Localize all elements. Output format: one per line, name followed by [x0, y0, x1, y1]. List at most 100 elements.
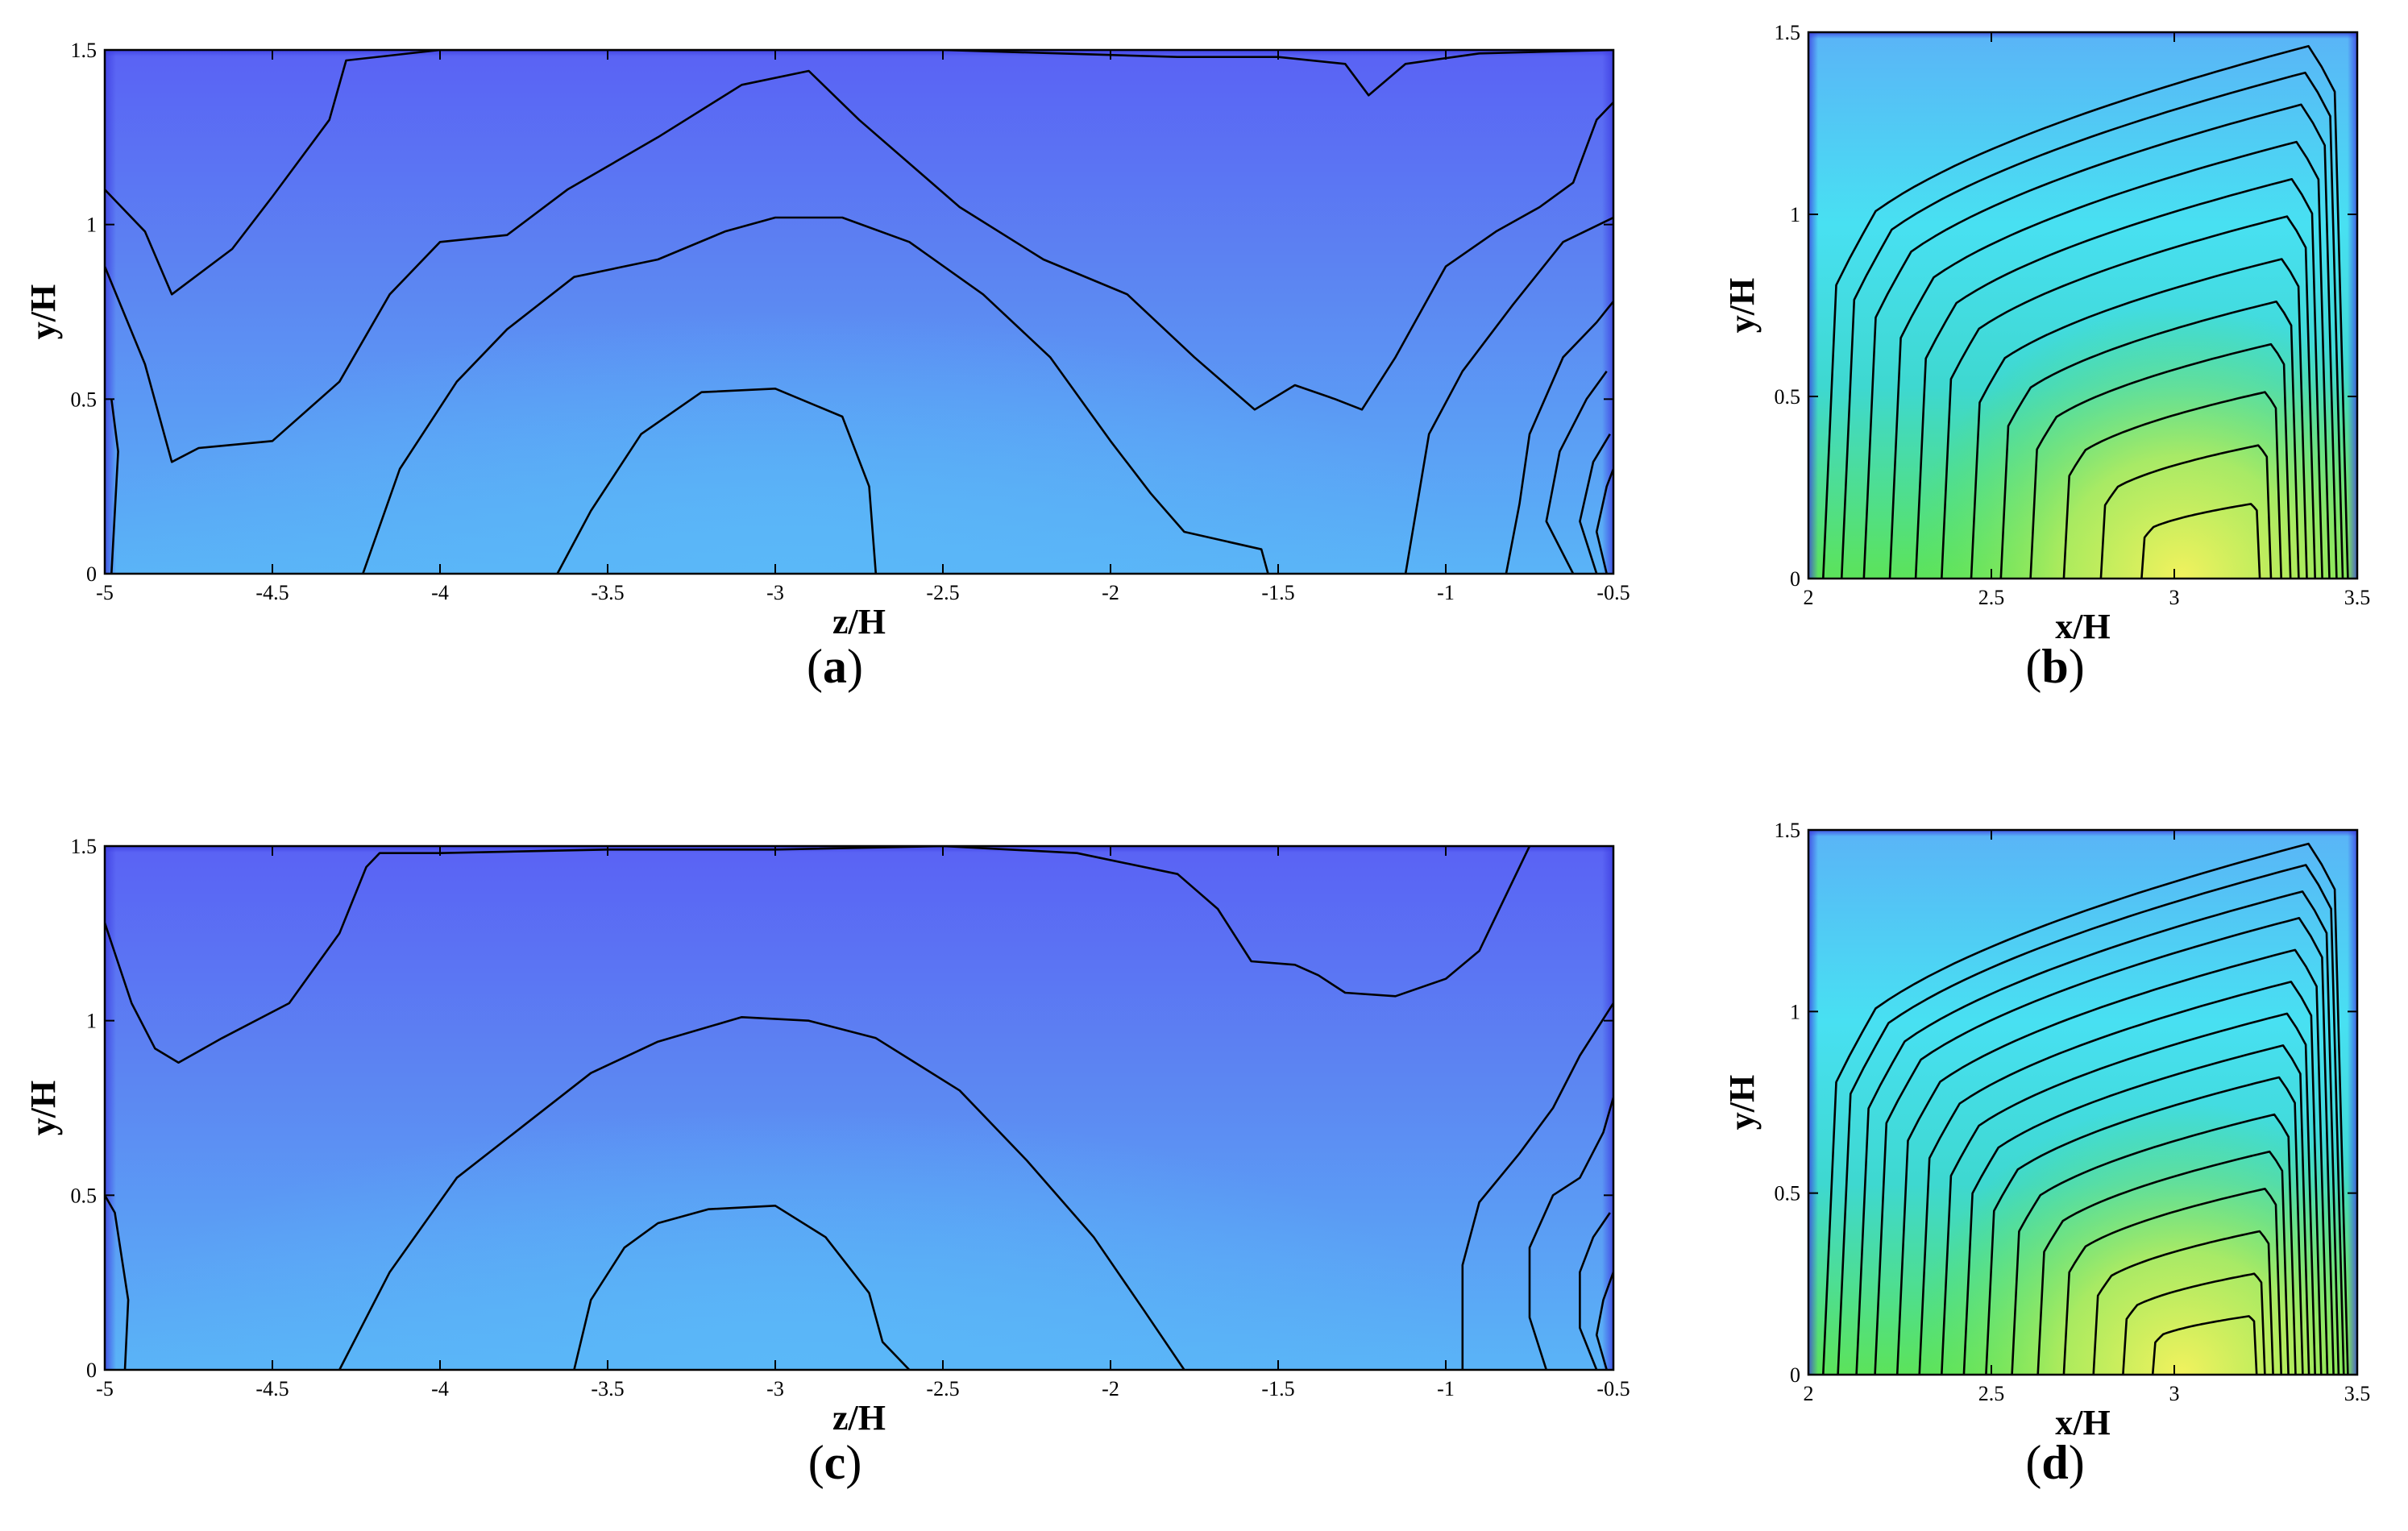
x-tick-label: 2.5: [1978, 1382, 2005, 1405]
x-tick-label: -2: [1102, 581, 1119, 604]
y-tick-label: 0: [1790, 1363, 1800, 1387]
caption-letter: d: [2041, 1436, 2068, 1489]
x-tick-label: -3.5: [591, 581, 624, 604]
contour-line: [1941, 1012, 2316, 1375]
plot-frame: [103, 844, 1615, 1371]
panel-b: 2 2.5 3 3.5 0 0.5 1 1.5 x/H y/H (b): [1722, 21, 2370, 693]
contour-line: [1985, 1076, 2304, 1375]
x-tick-label: -2: [1102, 1377, 1119, 1400]
field-highlight: [105, 50, 1613, 574]
caption-letter: c: [824, 1436, 846, 1489]
contour-line: [1822, 842, 2349, 1375]
x-tick-label: -5: [96, 1377, 114, 1400]
panel-caption: (a): [807, 640, 863, 693]
contour-line: [1404, 216, 1613, 574]
x-tick-label: 2.5: [1978, 586, 2005, 609]
plot-frame: [1807, 31, 2359, 580]
contour-line: [1895, 948, 2329, 1375]
contour-line: [2122, 1272, 2266, 1375]
y-tick-label: 1: [1790, 1000, 1800, 1023]
field-highlight: [1808, 32, 2357, 579]
x-tick-label: -1.5: [1261, 1377, 1294, 1400]
contour-line: [1999, 301, 2300, 579]
contour-line: [1579, 1212, 1611, 1370]
x-axis-label: z/H: [832, 602, 886, 641]
contour-line: [2099, 444, 2273, 579]
x-tick-label: -4: [431, 1377, 449, 1400]
caption-letter: b: [2041, 640, 2068, 693]
contour-line: [1962, 1044, 2310, 1375]
contour-line: [1579, 434, 1611, 574]
contour-line: [2140, 503, 2261, 579]
contour-line: [1840, 71, 2344, 579]
x-tick-label: -4.5: [255, 1377, 289, 1400]
y-tick-label: 0: [86, 1359, 97, 1382]
x-tick-label: -1: [1437, 581, 1455, 604]
caption-letter: a: [823, 640, 847, 693]
y-tick-label: 0: [86, 562, 97, 586]
y-tick-label: 1: [86, 1010, 97, 1033]
x-tick-label: -2.5: [926, 1377, 959, 1400]
x-tick-label: 3.5: [2344, 1382, 2371, 1405]
panel-caption: (c): [808, 1436, 862, 1489]
contour-line: [1461, 1002, 1613, 1370]
y-tick-label: 1: [1790, 203, 1800, 226]
contour-line: [1941, 215, 2316, 579]
x-tick-label: -1: [1437, 1377, 1455, 1400]
plot-area-c: [105, 846, 1613, 1370]
wall-shade-right: [1602, 846, 1613, 1370]
x-tick-label: -2.5: [926, 581, 959, 604]
contour-line: [1918, 981, 2323, 1375]
x-tick-label: -4: [431, 581, 449, 604]
contour-line: [1595, 468, 1613, 574]
contour-line: [1888, 140, 2331, 579]
x-tick-label: -4.5: [255, 581, 289, 604]
x-tick-label: -0.5: [1596, 581, 1630, 604]
x-tick-label: -5: [96, 581, 114, 604]
x-tick-label: -3.5: [591, 1377, 624, 1400]
x-tick-label: 2: [1804, 1382, 1814, 1405]
contour-line: [362, 216, 1269, 574]
y-axis-label: y/H: [23, 284, 63, 339]
wall-shade-top: [1808, 830, 2357, 836]
x-tick-label: 3: [2169, 1382, 2180, 1405]
plot-area-d: [1808, 830, 2357, 1375]
contour-line: [1822, 44, 2349, 579]
panel-caption: (d): [2025, 1436, 2084, 1489]
contour-line: [1545, 370, 1608, 574]
panel-caption: (b): [2025, 640, 2084, 693]
contour-line: [1595, 1272, 1613, 1370]
wall-shade-left: [1808, 830, 1818, 1375]
y-axis-label: y/H: [1722, 1075, 1762, 1130]
contour-line: [2036, 1150, 2290, 1375]
contour-line: [338, 1016, 1185, 1370]
y-tick-label: 0.5: [1775, 385, 1801, 409]
contour-line: [1970, 258, 2308, 579]
plot-area-b: [1808, 32, 2357, 579]
x-axis-label: x/H: [2055, 1403, 2110, 1442]
y-tick-label: 1.5: [71, 835, 98, 858]
y-tick-label: 0.5: [71, 388, 98, 411]
x-tick-label: 2: [1804, 586, 1814, 609]
contour-line: [2151, 1315, 2258, 1375]
contour-line: [1874, 917, 2335, 1375]
contour-line: [1528, 1097, 1613, 1370]
contour-line: [2062, 1188, 2282, 1375]
wall-shade-left: [105, 846, 116, 1370]
contour-line: [1914, 178, 2323, 579]
contour-line: [1505, 301, 1613, 574]
contour-line: [1837, 864, 2345, 1375]
wall-shade-top: [105, 50, 1613, 56]
contour-line: [2029, 342, 2292, 579]
contour-line: [105, 69, 1613, 463]
caption-open: (: [808, 1436, 824, 1489]
x-tick-label: -3: [766, 1377, 784, 1400]
caption-open: (: [2025, 640, 2041, 693]
field-highlight: [1808, 830, 2357, 1375]
y-tick-label: 0.5: [71, 1184, 98, 1207]
contour-line: [105, 846, 1531, 1064]
caption-close: ): [845, 1436, 861, 1489]
y-tick-label: 1: [86, 214, 97, 237]
x-tick-label: 3.5: [2344, 586, 2371, 609]
